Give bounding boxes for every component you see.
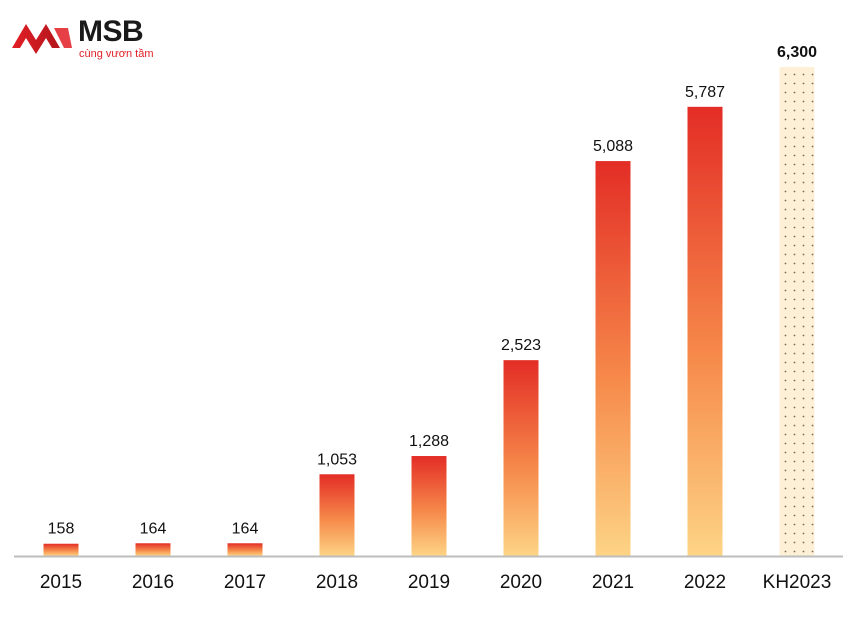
bar-2018 — [319, 474, 355, 556]
x-tick-label-2022: 2022 — [684, 572, 726, 593]
x-tick-label-2021: 2021 — [592, 572, 634, 593]
value-label-2015: 158 — [48, 521, 75, 538]
value-label-2017: 164 — [232, 520, 259, 537]
bar-2022 — [687, 106, 723, 556]
value-label-kh2023: 6,300 — [777, 44, 817, 61]
msb-logo — [12, 24, 72, 54]
bars-group — [43, 67, 815, 556]
bar-2021 — [595, 161, 631, 556]
x-tick-labels-group: 2015 2016 2017 2018 2019 2020 2021 2022 KH2023 — [40, 572, 831, 593]
x-tick-label-2019: 2019 — [408, 572, 450, 593]
x-tick-label-2018: 2018 — [316, 572, 358, 593]
bar-kh2023 — [779, 67, 815, 556]
value-label-2019: 1,288 — [409, 433, 449, 450]
brand-name: MSB — [78, 15, 144, 48]
bar-2016 — [135, 543, 171, 556]
bar-2020 — [503, 360, 539, 556]
value-labels-group: 158 164 164 1,053 1,288 2,523 5,088 5,787 6,300 — [48, 44, 817, 538]
value-label-2022: 5,787 — [685, 84, 725, 101]
x-tick-label-2017: 2017 — [224, 572, 266, 593]
value-label-2021: 5,088 — [593, 138, 633, 155]
value-label-2020: 2,523 — [501, 337, 541, 354]
bar-2015 — [43, 543, 79, 556]
value-label-2016: 164 — [140, 520, 167, 537]
bar-2017 — [227, 543, 263, 556]
msb-logo-mark-icon — [12, 24, 72, 54]
x-tick-label-kh2023: KH2023 — [763, 572, 832, 593]
x-tick-label-2015: 2015 — [40, 572, 82, 593]
x-tick-label-2020: 2020 — [500, 572, 542, 593]
brand-tagline: cùng vươn tầm — [79, 48, 154, 60]
value-label-2018: 1,053 — [317, 451, 357, 468]
bar-2019 — [411, 456, 447, 556]
x-tick-label-2016: 2016 — [132, 572, 174, 593]
